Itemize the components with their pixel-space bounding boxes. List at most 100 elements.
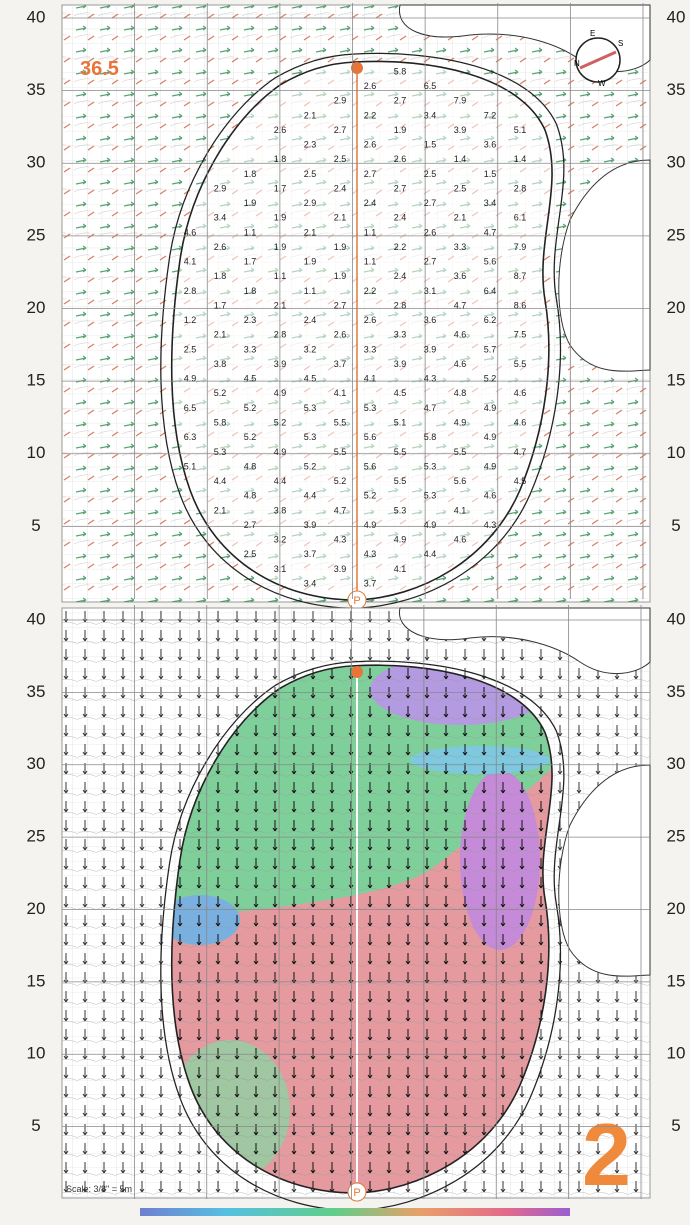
y-tick-label: 5 xyxy=(671,1116,680,1135)
slope-value: 2.2 xyxy=(364,286,377,296)
slope-value: 2.1 xyxy=(274,300,287,310)
slope-value: 2.1 xyxy=(304,110,317,120)
slope-value: 4.7 xyxy=(514,447,527,457)
major-grid: 5 5 10 10 15 15 20 20 25 25 30 30 35 35 40 40 xyxy=(27,605,686,1199)
pin xyxy=(351,62,363,74)
slope-value: 5.5 xyxy=(334,417,347,427)
slope-value: 1.7 xyxy=(244,257,257,267)
slope-value: 4.9 xyxy=(484,432,497,442)
bottom-panel: P Scale: 3/8" = 5m 2 5 5 10 10 15 15 20 20 25 25 3… xyxy=(27,605,686,1212)
slope-value: 6.5 xyxy=(424,81,437,91)
slope-value: 4.4 xyxy=(214,476,227,486)
slope-value: 3.8 xyxy=(274,505,287,515)
slope-value: 2.9 xyxy=(334,96,347,106)
slope-value: 4.6 xyxy=(514,388,527,398)
slope-value: 2.5 xyxy=(454,183,467,193)
y-tick-label: 20 xyxy=(667,899,686,918)
slope-value: 4.6 xyxy=(514,417,527,427)
slope-value: 7.2 xyxy=(484,110,497,120)
slope-value: 5.3 xyxy=(394,505,407,515)
slope-value: 2.9 xyxy=(304,198,317,208)
slope-value: 4.3 xyxy=(424,374,437,384)
slope-value: 2.6 xyxy=(394,154,407,164)
slope-value: 4.3 xyxy=(484,520,497,530)
slope-value: 1.2 xyxy=(184,315,197,325)
slope-value: 2.7 xyxy=(334,300,347,310)
y-tick-label: 10 xyxy=(27,443,46,462)
slope-value: 8.6 xyxy=(514,300,527,310)
slope-value: 5.2 xyxy=(484,374,497,384)
slope-value: 5.8 xyxy=(424,432,437,442)
slope-value: 2.4 xyxy=(364,198,377,208)
slope-value: 4.9 xyxy=(424,520,437,530)
slope-value: 4.7 xyxy=(334,505,347,515)
slope-value: 2.8 xyxy=(184,286,197,296)
slope-value: 4.6 xyxy=(484,491,497,501)
slope-value: 1.8 xyxy=(214,271,227,281)
slope-value: 5.2 xyxy=(274,417,287,427)
slope-value: 5.6 xyxy=(454,476,467,486)
slope-value: 4.9 xyxy=(364,520,377,530)
slope-value: 5.1 xyxy=(514,125,527,135)
y-tick-label: 25 xyxy=(27,827,46,846)
slope-value: 2.7 xyxy=(244,520,257,530)
y-tick-label: 30 xyxy=(27,754,46,773)
slope-value: 3.9 xyxy=(304,520,317,530)
slope-value: 4.7 xyxy=(454,300,467,310)
y-tick-label: 15 xyxy=(27,371,46,390)
y-tick-label: 40 xyxy=(27,609,46,628)
major-grid: 5 5 10 10 15 15 20 20 25 25 30 30 35 35 40 40 xyxy=(27,3,686,599)
slope-value: 6.5 xyxy=(184,403,197,413)
slope-value: 3.9 xyxy=(454,125,467,135)
y-tick-label: 30 xyxy=(27,153,46,172)
slope-value: 5.7 xyxy=(484,344,497,354)
compass-label: N xyxy=(574,59,580,68)
slope-value: 2.1 xyxy=(334,213,347,223)
slope-value: 3.2 xyxy=(304,344,317,354)
slope-value: 2.6 xyxy=(424,227,437,237)
y-tick-label: 20 xyxy=(27,899,46,918)
slope-value: 4.9 xyxy=(484,461,497,471)
slope-value: 3.3 xyxy=(454,242,467,252)
slope-value: 4.5 xyxy=(514,476,527,486)
slope-value: 5.6 xyxy=(364,461,377,471)
y-tick-label: 25 xyxy=(667,225,686,244)
slope-value: 2.6 xyxy=(364,81,377,91)
slope-value: 1.4 xyxy=(514,154,527,164)
slope-value: 5.5 xyxy=(514,359,527,369)
slope-value: 8.7 xyxy=(514,271,527,281)
slope-value: 3.6 xyxy=(454,271,467,281)
y-tick-label: 40 xyxy=(27,7,46,26)
slope-value: 5.6 xyxy=(364,432,377,442)
hole-number: 2 xyxy=(582,1105,631,1204)
slope-value: 4.1 xyxy=(394,564,407,574)
slope-value: 1.9 xyxy=(334,271,347,281)
slope-value: 2.7 xyxy=(334,125,347,135)
slope-value: 3.3 xyxy=(394,330,407,340)
y-tick-label: 5 xyxy=(671,516,680,535)
slope-value: 5.5 xyxy=(454,447,467,457)
y-tick-label: 35 xyxy=(27,682,46,701)
slope-value: 3.7 xyxy=(304,549,317,559)
slope-value: 5.1 xyxy=(394,417,407,427)
slope-value: 3.6 xyxy=(424,315,437,325)
slope-value: 4.8 xyxy=(244,461,257,471)
slope-value: 2.2 xyxy=(364,110,377,120)
slope-value: 4.1 xyxy=(184,257,197,267)
slope-value: 2.6 xyxy=(214,242,227,252)
y-tick-label: 10 xyxy=(667,443,686,462)
pin-label: P xyxy=(353,595,360,607)
slope-value: 7.9 xyxy=(514,242,527,252)
slope-value: 5.2 xyxy=(364,491,377,501)
slope-value: 6.3 xyxy=(184,432,197,442)
scale-note: Scale: 3/8" = 5m xyxy=(66,1184,132,1194)
slope-value: 2.5 xyxy=(184,344,197,354)
slope-value: 3.8 xyxy=(214,359,227,369)
slope-value: 1.5 xyxy=(424,140,437,150)
y-tick-label: 15 xyxy=(667,971,686,990)
top-panel: P 36.5 N E S W 5 5 10 10 15 15 20 20 25 25 30 30 35 3… xyxy=(27,3,686,610)
slope-value: 2.7 xyxy=(424,257,437,267)
slope-value: 4.1 xyxy=(334,388,347,398)
bunker xyxy=(398,607,651,675)
slope-value: 1.4 xyxy=(454,154,467,164)
